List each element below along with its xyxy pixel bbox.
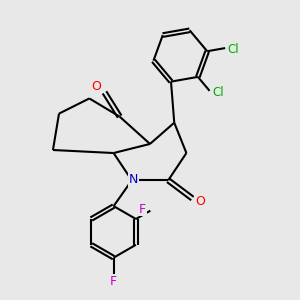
Text: F: F <box>110 275 117 288</box>
Text: Cl: Cl <box>212 86 224 99</box>
Text: O: O <box>91 80 101 93</box>
Text: N: N <box>129 173 138 186</box>
Text: Cl: Cl <box>228 43 239 56</box>
Text: O: O <box>195 195 205 208</box>
Text: F: F <box>139 202 146 216</box>
